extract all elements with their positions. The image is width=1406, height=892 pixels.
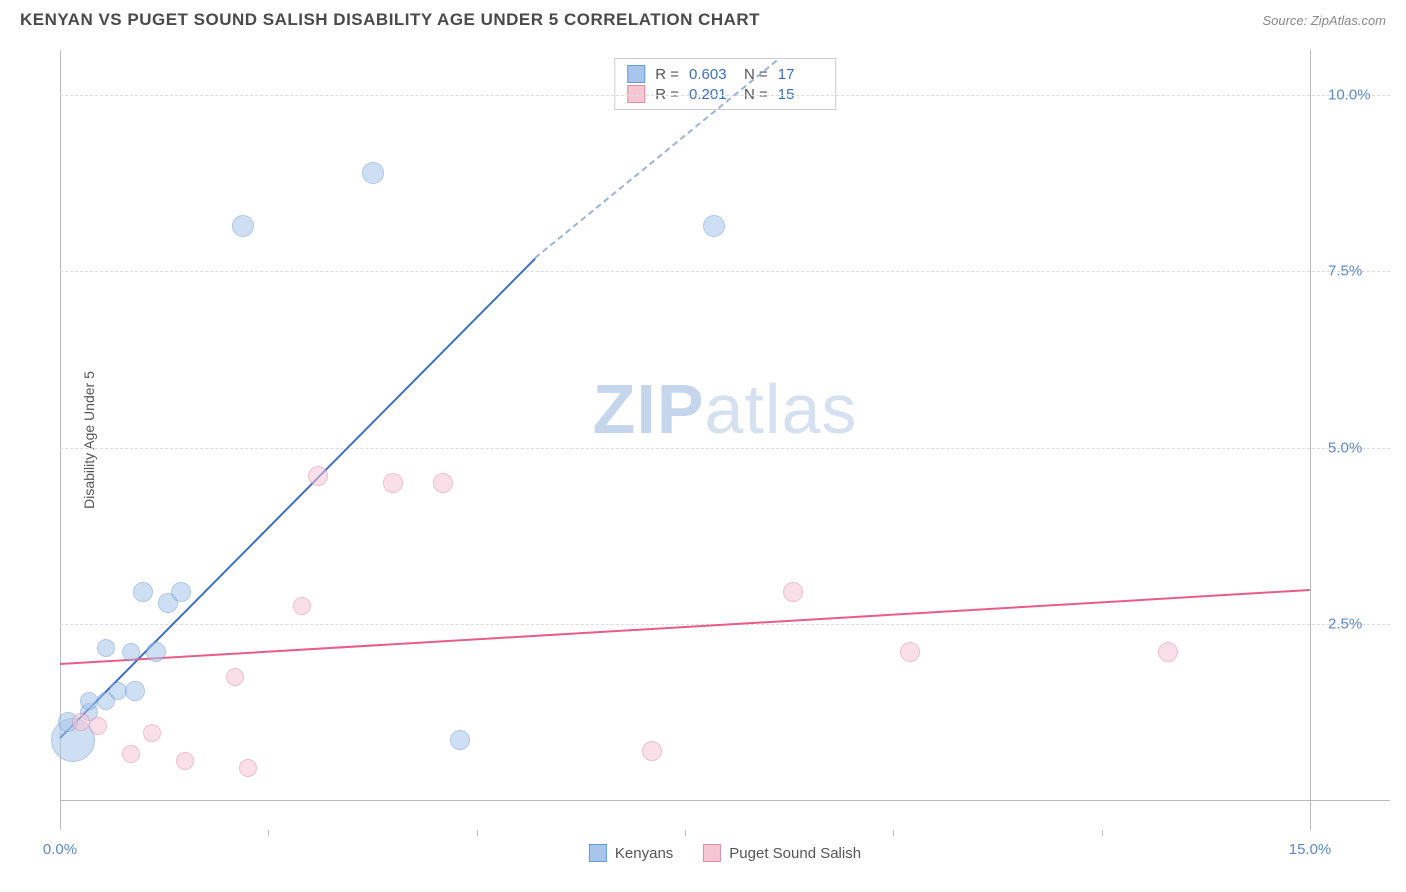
data-point bbox=[1158, 642, 1178, 662]
r-value-kenyans: 0.603 bbox=[689, 66, 734, 83]
data-point bbox=[80, 692, 98, 710]
data-point bbox=[125, 681, 145, 701]
y-axis-label: Disability Age Under 5 bbox=[81, 371, 97, 509]
data-point bbox=[97, 639, 115, 657]
data-point bbox=[900, 642, 920, 662]
n-label: N = bbox=[744, 86, 768, 103]
xtick-mark bbox=[1102, 830, 1103, 836]
data-point bbox=[783, 582, 803, 602]
legend-row-kenyans: R = 0.603 N = 17 bbox=[627, 64, 823, 84]
xtick-mark bbox=[268, 830, 269, 836]
chart-title: KENYAN VS PUGET SOUND SALISH DISABILITY … bbox=[20, 10, 760, 30]
n-value-kenyans: 17 bbox=[778, 66, 823, 83]
legend-item-kenyans: Kenyans bbox=[589, 844, 673, 862]
data-point bbox=[239, 759, 257, 777]
xtick-mark bbox=[893, 830, 894, 836]
ytick-label: 2.5% bbox=[1310, 615, 1362, 632]
gridline bbox=[60, 448, 1390, 449]
r-label: R = bbox=[655, 86, 679, 103]
data-point bbox=[146, 642, 166, 662]
legend-swatch-salish-bottom bbox=[703, 844, 721, 862]
data-point bbox=[171, 582, 191, 602]
data-point bbox=[226, 668, 244, 686]
data-point bbox=[433, 473, 453, 493]
data-point bbox=[176, 752, 194, 770]
data-point bbox=[293, 597, 311, 615]
watermark-zip: ZIP bbox=[593, 370, 705, 448]
data-point bbox=[450, 730, 470, 750]
legend-swatch-kenyans bbox=[627, 65, 645, 83]
data-point bbox=[383, 473, 403, 493]
scatter-plot: ZIPatlas Disability Age Under 5 R = 0.60… bbox=[60, 50, 1390, 830]
data-point bbox=[143, 724, 161, 742]
data-point bbox=[362, 162, 384, 184]
x-axis bbox=[60, 800, 1390, 801]
data-point bbox=[642, 741, 662, 761]
ytick-label: 10.0% bbox=[1310, 87, 1371, 104]
data-point bbox=[122, 643, 140, 661]
xtick-mark bbox=[685, 830, 686, 836]
watermark-atlas: atlas bbox=[705, 370, 858, 448]
r-label: R = bbox=[655, 66, 679, 83]
legend-label-kenyans: Kenyans bbox=[615, 845, 673, 862]
data-point bbox=[133, 582, 153, 602]
legend-label-salish: Puget Sound Salish bbox=[729, 845, 861, 862]
data-point bbox=[89, 717, 107, 735]
watermark: ZIPatlas bbox=[593, 369, 858, 449]
data-point bbox=[703, 215, 725, 237]
data-point bbox=[72, 713, 90, 731]
legend-swatch-kenyans-bottom bbox=[589, 844, 607, 862]
series-legend: Kenyans Puget Sound Salish bbox=[589, 844, 861, 862]
source-attribution: Source: ZipAtlas.com bbox=[1262, 13, 1386, 28]
trend-line bbox=[60, 589, 1310, 665]
chart-area: ZIPatlas Disability Age Under 5 R = 0.60… bbox=[60, 50, 1390, 830]
xtick-mark bbox=[477, 830, 478, 836]
data-point bbox=[308, 466, 328, 486]
n-value-salish: 15 bbox=[778, 86, 823, 103]
legend-swatch-salish bbox=[627, 85, 645, 103]
ytick-label: 5.0% bbox=[1310, 439, 1362, 456]
data-point bbox=[122, 745, 140, 763]
trend-line bbox=[59, 258, 535, 739]
xtick-label: 15.0% bbox=[1289, 841, 1332, 858]
gridline bbox=[60, 271, 1390, 272]
xtick-label: 0.0% bbox=[43, 841, 77, 858]
gridline bbox=[60, 95, 1390, 96]
ytick-label: 7.5% bbox=[1310, 263, 1362, 280]
header: KENYAN VS PUGET SOUND SALISH DISABILITY … bbox=[0, 0, 1406, 36]
data-point bbox=[232, 215, 254, 237]
y-axis-left bbox=[60, 50, 61, 830]
legend-item-salish: Puget Sound Salish bbox=[703, 844, 861, 862]
